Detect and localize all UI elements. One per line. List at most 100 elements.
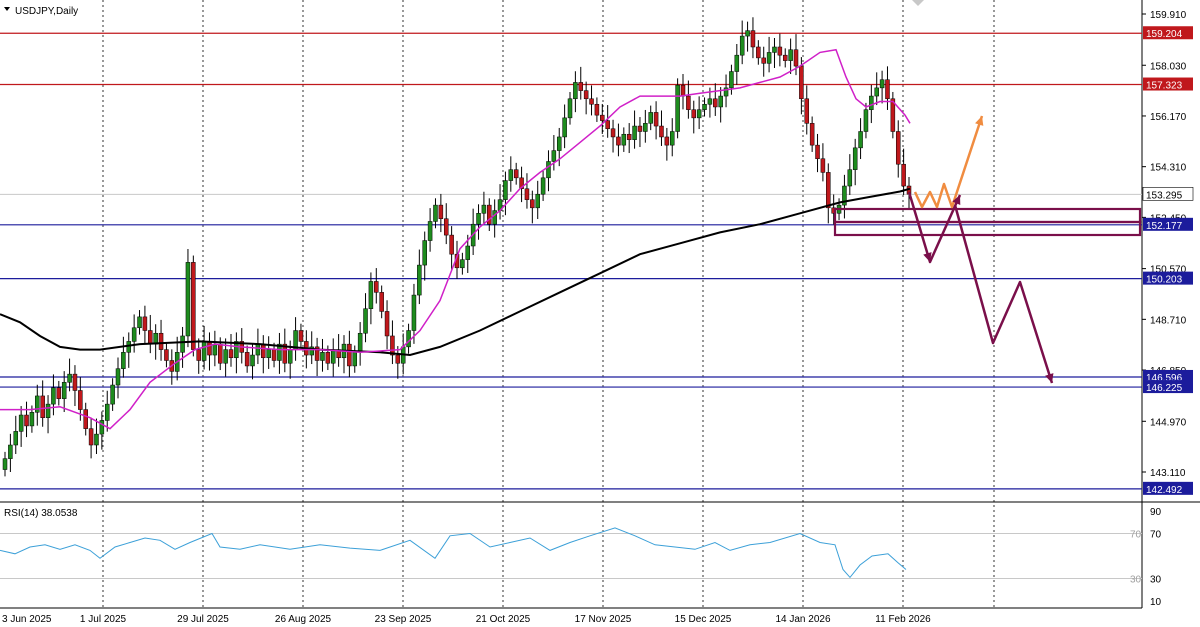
slow-moving-average-line [0, 187, 911, 357]
rsi-tick-label: 90 [1150, 507, 1162, 518]
candlesticks [2, 17, 912, 477]
bearish-candle [217, 343, 223, 364]
bullish-candle [648, 112, 653, 124]
bearish-candle [659, 125, 664, 138]
bearish-candle [207, 341, 212, 356]
bullish-candle [863, 109, 869, 132]
bullish-candle [137, 316, 142, 329]
bullish-candle [739, 35, 745, 56]
bearish-candle [390, 335, 395, 356]
price-tick-label: 158.030 [1150, 61, 1187, 72]
price-level-tag [1143, 369, 1193, 383]
bearish-candle [314, 346, 320, 361]
price-level-tag-label: 150.203 [1146, 275, 1183, 286]
bullish-candle [508, 169, 514, 181]
bullish-candle [2, 458, 8, 470]
rsi-indicator-label: RSI(14) 38.0538 [4, 508, 78, 519]
bearish-candle [78, 390, 83, 410]
bullish-candle [766, 52, 772, 64]
rsi-level-lines [0, 533, 1142, 579]
price-level-tag [1143, 77, 1193, 91]
bearish-candle [594, 103, 600, 116]
bearish-candle [384, 311, 390, 337]
bearish-candle [244, 352, 250, 367]
bearish-candle [282, 343, 288, 364]
bearish-candle [589, 98, 594, 105]
bullish-candle [8, 444, 13, 459]
bullish-candle [481, 204, 487, 214]
bullish-candle [422, 240, 427, 266]
bearish-forecast-arrow-head [1045, 373, 1054, 383]
bullish-candle [330, 349, 336, 364]
date-label: 23 Sep 2025 [375, 614, 432, 625]
price-level-tag [1143, 217, 1193, 231]
bullish-candle [94, 433, 99, 446]
bullish-candle [842, 185, 847, 206]
bullish-candle [669, 131, 675, 146]
bearish-candle [777, 46, 783, 56]
horizontal-levels [0, 32, 1142, 490]
date-label: 11 Feb 2026 [875, 614, 931, 625]
bullish-candle [788, 49, 793, 61]
price-level-tag [1143, 271, 1193, 285]
bearish-candle [761, 57, 766, 64]
bearish-candle [164, 349, 169, 361]
bullish-candle [67, 373, 72, 383]
bearish-candle [820, 158, 826, 173]
fast-moving-average-line [0, 48, 911, 430]
bearish-candle [885, 79, 890, 100]
bearish-candle [325, 352, 331, 364]
rsi-axis-ticks: 90 70 70 30 30 10 [1130, 507, 1162, 608]
bullish-candle [35, 395, 40, 413]
bullish-candle [465, 245, 471, 260]
bullish-forecast-arrow [913, 115, 984, 209]
price-level-tag-label: 146.596 [1146, 373, 1183, 384]
bullish-candle [546, 161, 551, 179]
bearish-candle [24, 414, 29, 427]
bullish-candle [51, 387, 56, 405]
bearish-candle [395, 354, 401, 364]
collapse-triangle-icon[interactable] [4, 7, 10, 11]
symbol-label: USDJPY,Daily [15, 6, 78, 17]
bullish-candle [266, 349, 271, 359]
bullish-candle [562, 117, 567, 138]
bearish-candle [379, 292, 384, 312]
bearish-candle [793, 49, 799, 67]
rsi-tick-label: 30 [1150, 575, 1162, 586]
bearish-candle [804, 98, 810, 124]
date-label: 26 Aug 2025 [275, 614, 332, 625]
bearish-candle [782, 54, 788, 61]
bullish-candle [234, 341, 239, 359]
date-label: 14 Jan 2026 [775, 614, 830, 625]
chart-shift-marker-icon[interactable] [912, 0, 924, 6]
price-tick-label: 143.110 [1150, 468, 1186, 479]
bearish-candle [890, 98, 896, 132]
bearish-candle [347, 343, 352, 367]
price-tick-label: 156.170 [1150, 112, 1187, 123]
bullish-candle [277, 343, 282, 361]
bearish-candle [191, 262, 196, 350]
rsi-line [0, 527, 907, 579]
bullish-candle [675, 84, 680, 132]
bullish-candle [352, 352, 358, 367]
bearish-candle [487, 204, 492, 225]
bullish-candle [99, 420, 105, 435]
bearish-candle [664, 136, 670, 146]
bearish-candle [809, 123, 815, 146]
bullish-candle [115, 368, 121, 386]
bearish-candle [616, 136, 621, 146]
bearish-candle [142, 316, 148, 331]
bullish-candle [745, 30, 750, 37]
bearish-candle [895, 131, 901, 165]
price-level-tag-label: 157.323 [1146, 81, 1183, 92]
forecast-arrows [907, 115, 1054, 384]
bullish-candle [556, 136, 562, 151]
bearish-candle [578, 82, 584, 91]
current-price-tag [1142, 187, 1194, 201]
rsi-tick-label: 10 [1150, 597, 1162, 608]
bearish-candle [298, 330, 304, 342]
price-tick-label: 159.910 [1150, 10, 1187, 21]
bullish-candle [734, 54, 740, 72]
bearish-candle [756, 46, 761, 59]
